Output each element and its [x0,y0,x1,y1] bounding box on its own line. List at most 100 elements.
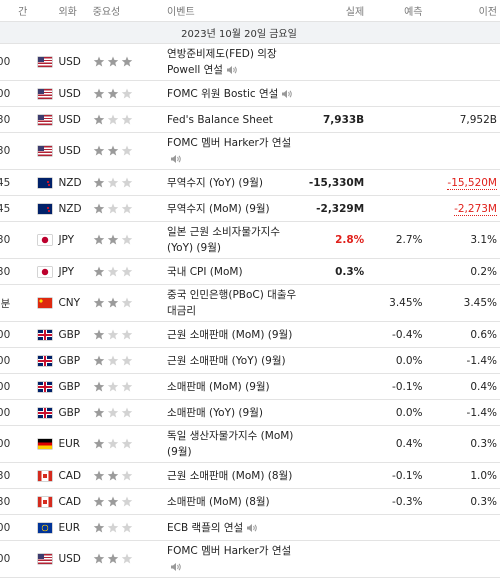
previous: -2,273M [454,202,497,216]
event-name[interactable]: 소매판매 (MoM) (9월) [167,380,270,393]
event-name[interactable]: 무역수지 (YoY) (9월) [167,176,263,189]
col-time: 간 [0,0,31,22]
previous-cell: -15,520M [425,169,500,196]
previous-cell [425,43,500,81]
time: 분 [0,284,31,322]
importance-stars [93,177,132,187]
importance-stars [93,114,132,124]
forecast-cell [367,514,426,541]
actual: 0.3% [335,265,365,278]
importance-stars [93,381,132,391]
event-name[interactable]: 국내 CPI (MoM) [167,265,243,278]
flag [38,496,53,507]
actual: 7,933B [322,113,365,126]
event-cell: 무역수지 (YoY) (9월) [164,169,305,196]
event-cell: 근원 소매판매 (MoM) (9월) [164,321,305,348]
sound-wave [233,66,237,74]
star [93,177,104,187]
previous-cell: 0.2% [425,258,500,285]
event-name[interactable]: 중국 인민은행(PBoC) 대출우대금리 [167,289,297,317]
event-name[interactable]: 독일 생산자물가지수 (MoM) (9월) [167,430,294,458]
forecast-cell [367,43,426,81]
star [107,355,118,365]
previous-cell: 3.45% [425,284,500,322]
previous: -15,520M [447,176,497,190]
time: 00 [0,80,31,107]
speaker [247,523,253,532]
sound-wave [288,89,293,98]
event-name[interactable]: 일본 근원 소비자물가지수 (YoY) (9월) [167,226,280,254]
star [93,203,104,213]
currency: JPY [58,258,90,285]
star [121,355,132,365]
previous-cell: -1.4% [425,347,500,374]
event-name[interactable]: 연방준비제도(FED) 의장 Powell 연설 [167,48,277,76]
previous: 1.0% [470,469,497,482]
previous: 0.3% [470,495,497,508]
event-cell: 무역수지 (MoM) (9월) [164,195,305,222]
event-name[interactable]: 근원 소매판매 (YoY) (9월) [167,354,286,367]
currency: USD [58,540,90,578]
event-row: 00 USD FOMC 멤버 Harker가 연설 [0,540,500,578]
star [93,297,104,308]
col-previous: 이전 [425,0,500,22]
col-event: 이벤트 [164,0,305,22]
actual-cell: -2,329M [304,195,368,222]
flag-cell [30,399,59,426]
importance-cell [89,462,165,489]
event-cell: 중국 인민은행(PBoC) 대출우대금리 [164,284,305,322]
importance-stars [93,496,132,506]
speaker [171,563,177,571]
flag-cell [30,195,59,222]
flag [38,177,53,188]
forecast-cell [367,132,426,170]
currency: NZD [58,169,90,196]
star [121,203,132,213]
event-name[interactable]: FOMC 멤버 Harker가 연설 [167,137,292,149]
event-name[interactable]: 소매판매 (MoM) (8월) [167,495,270,508]
forecast-cell: -0.1% [367,462,426,489]
speaker [226,66,232,74]
star [93,56,104,67]
star [93,355,104,365]
star [121,470,132,480]
event-name[interactable]: FOMC 위원 Bostic 연설 [167,87,279,100]
event-name[interactable]: 근원 소매판매 (MoM) (8월) [167,469,293,482]
event-name[interactable]: ECB 랙플의 연설 [167,521,244,534]
time: 30 [0,106,31,133]
actual-cell: 2.8% [304,221,368,259]
event-name[interactable]: 근원 소매판매 (MoM) (9월) [167,328,293,341]
actual-cell [304,321,368,348]
currency: USD [58,132,90,170]
time: 00 [0,373,31,400]
date-row: 2023년 10월 20일 금요일 [0,21,500,44]
forecast-cell: 0.4% [367,425,426,463]
page: 간 외화 중요성 이벤트 실제 예측 이전 2023년 10월 20일 금요일 … [0,0,500,500]
event-name[interactable]: 무역수지 (MoM) (9월) [167,202,270,215]
forecast-cell [367,195,426,222]
event-cell: 소매판매 (MoM) (8월) [164,488,305,515]
star [107,88,118,98]
col-importance: 중요성 [89,0,165,22]
event-name[interactable]: 소매판매 (YoY) (9월) [167,406,263,419]
currency: JPY [58,221,90,259]
importance-stars [93,407,132,417]
event-name[interactable]: Fed's Balance Sheet [167,113,273,126]
event-name[interactable]: FOMC 멤버 Harker가 연설 [167,545,292,557]
star [107,177,118,187]
importance-cell [89,221,165,259]
star [121,114,132,124]
flag [38,554,53,564]
importance-cell [89,514,165,541]
flag [38,439,53,449]
event-row: 45 NZD 무역수지 (YoY) (9월) -15,330M -15,520M [0,169,500,196]
actual: 2.8% [335,234,365,246]
flag-cell [30,221,59,259]
currency: CAD [58,488,90,515]
star [107,438,118,449]
event-row: 45 NZD 무역수지 (MoM) (9월) -2,329M -2,273M [0,195,500,222]
star [107,266,118,276]
event-row: 00 GBP 근원 소매판매 (MoM) (9월) -0.4% 0.6% [0,321,500,348]
importance-cell [89,169,165,196]
